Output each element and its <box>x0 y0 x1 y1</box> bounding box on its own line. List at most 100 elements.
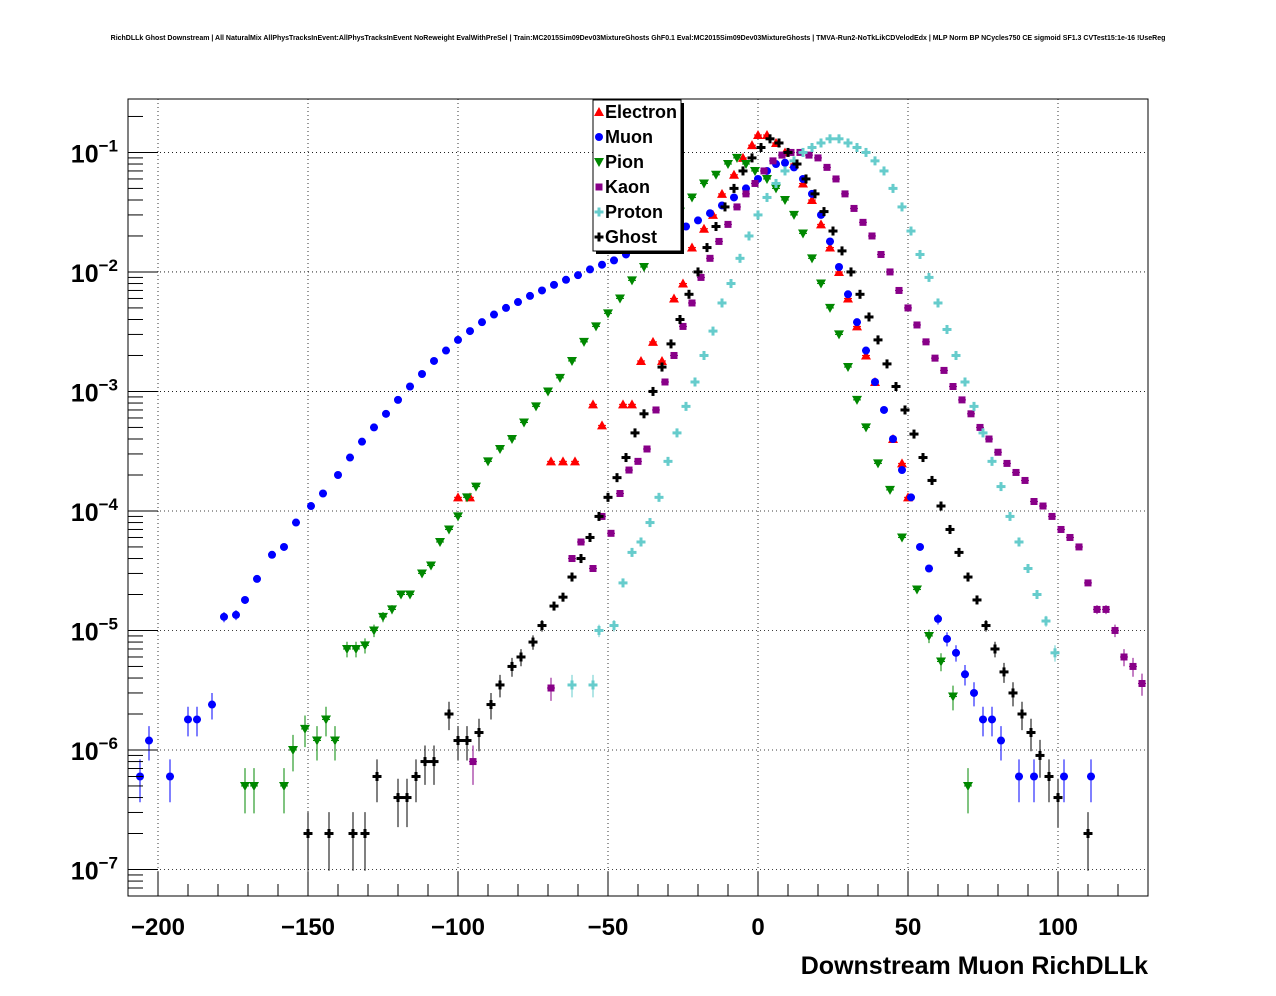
proton-point-v <box>882 166 886 176</box>
proton-point-v <box>591 680 595 690</box>
ghost-point-v <box>678 315 682 325</box>
muon-point <box>952 648 960 657</box>
ghost-point <box>1044 771 1054 781</box>
proton-point <box>960 377 970 387</box>
ghost-point-v <box>1047 771 1051 781</box>
legend-marker-pion <box>594 158 604 167</box>
ghost-point <box>756 142 766 152</box>
ghost-point <box>837 246 847 256</box>
ghost-point <box>963 572 973 582</box>
electron-point <box>699 223 709 233</box>
muon-point <box>598 260 606 269</box>
ghost-point-v <box>867 312 871 322</box>
y-tick-label: 10−4 <box>71 495 119 527</box>
ghost-point-v <box>1056 793 1060 803</box>
ghost-point-v <box>588 532 592 542</box>
kaon-point <box>706 254 714 262</box>
muon-point <box>430 356 438 365</box>
ghost-point-v <box>876 335 880 345</box>
proton-point-v <box>936 298 940 308</box>
kaon-point <box>805 151 813 159</box>
proton-point-v <box>711 326 715 336</box>
pion-point <box>519 418 529 428</box>
ghost-point-v <box>642 409 646 419</box>
proton-point-v <box>1026 564 1030 574</box>
y-tick-label: 10−5 <box>71 614 118 646</box>
proton-point-v <box>963 377 967 387</box>
muon-point <box>550 280 558 289</box>
proton-point-v <box>801 147 805 157</box>
ghost-point <box>891 382 901 392</box>
ghost-point <box>711 222 721 232</box>
ghost-point-v <box>570 572 574 582</box>
kaon-point <box>688 299 696 307</box>
legend-marker-proton <box>594 207 604 217</box>
kaon-point <box>850 204 858 212</box>
ghost-point <box>594 511 604 521</box>
pion-point <box>360 641 370 651</box>
kaon-point <box>607 529 615 537</box>
ghost-point-v <box>615 473 619 483</box>
ghost-point <box>729 183 739 193</box>
pion-point <box>507 435 517 445</box>
chart-title: RichDLLk Ghost Downstream | All NaturalM… <box>110 35 1166 42</box>
muon-point <box>538 286 546 295</box>
proton-point-v <box>855 142 859 152</box>
ghost-point-v <box>975 595 979 605</box>
ghost-point <box>1017 709 1027 719</box>
proton-point-v <box>972 401 976 411</box>
ghost-point-v <box>396 793 400 803</box>
proton-point-v <box>630 547 634 557</box>
legend-label-muon: Muon <box>605 127 653 147</box>
electron-point <box>816 219 826 229</box>
ghost-point-v <box>405 793 409 803</box>
ghost-point-v <box>540 621 544 631</box>
ghost-point <box>1035 750 1045 760</box>
ghost-point <box>972 595 982 605</box>
kaon-point <box>1030 498 1038 506</box>
electron-point <box>729 169 739 179</box>
pion-point <box>852 395 862 405</box>
muon-point <box>781 158 789 167</box>
pion-point <box>462 493 472 503</box>
proton-point <box>978 428 988 438</box>
ghost-point-v <box>1038 750 1042 760</box>
muon-point <box>880 405 888 414</box>
proton-point <box>627 547 637 557</box>
ghost-point <box>576 554 586 564</box>
ghost-point <box>567 572 577 582</box>
ghost-point-v <box>633 428 637 438</box>
ghost-point <box>453 736 463 746</box>
pion-point <box>834 330 844 340</box>
proton-point <box>753 210 763 220</box>
ghost-point <box>372 771 382 781</box>
proton-point-v <box>873 156 877 166</box>
ghost-point-v <box>813 189 817 199</box>
proton-point-v <box>1053 648 1057 658</box>
ghost-point-v <box>786 147 790 157</box>
muon-point <box>394 395 402 404</box>
proton-point-v <box>702 350 706 360</box>
proton-point <box>852 142 862 152</box>
pion-point <box>723 160 733 170</box>
ghost-point <box>693 267 703 277</box>
proton-point <box>708 326 718 336</box>
ghost-point-v <box>948 524 952 534</box>
ghost-point <box>348 829 358 839</box>
proton-point-v <box>810 142 814 152</box>
pion-point <box>732 153 742 163</box>
ghost-point <box>585 532 595 542</box>
muon-point <box>694 216 702 225</box>
kaon-point <box>922 338 930 346</box>
proton-point-v <box>819 138 823 148</box>
proton-point-v <box>864 147 868 157</box>
electron-point <box>627 399 637 409</box>
proton-point-v <box>684 401 688 411</box>
pion-point <box>885 485 895 495</box>
muon-point <box>268 550 276 559</box>
muon-point <box>253 574 261 583</box>
proton-point-v <box>597 625 601 635</box>
muon-point <box>1015 772 1023 781</box>
muon-point <box>307 502 315 511</box>
muon-point <box>418 369 426 378</box>
